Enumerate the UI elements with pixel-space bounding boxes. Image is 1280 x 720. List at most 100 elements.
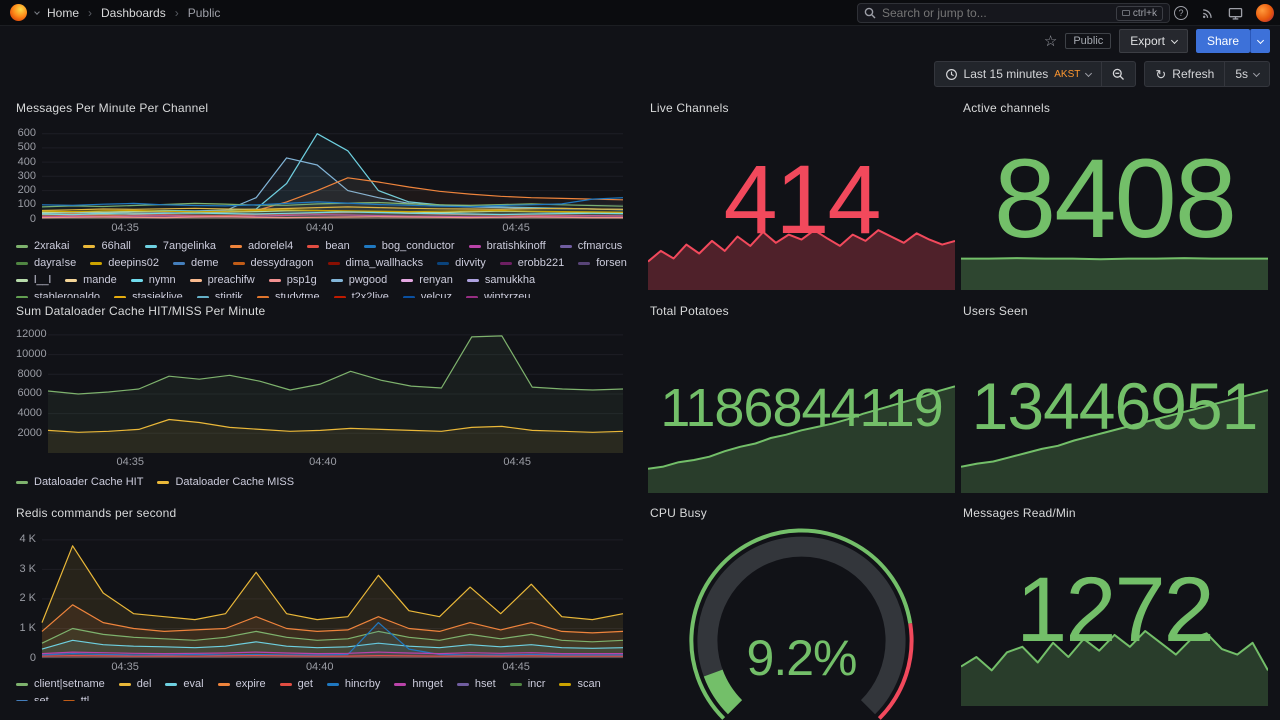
legend-item[interactable]: get bbox=[279, 678, 313, 691]
legend-item[interactable]: eval bbox=[165, 678, 204, 691]
legend-item[interactable]: stableronaldo bbox=[16, 291, 100, 298]
export-button[interactable]: Export bbox=[1119, 29, 1188, 53]
legend-item[interactable]: divvity bbox=[437, 257, 486, 270]
panel-title[interactable]: Active channels bbox=[963, 101, 1051, 115]
legend-item[interactable]: erobb221 bbox=[499, 257, 564, 270]
legend-item[interactable]: nymn bbox=[130, 274, 176, 287]
panel-messages-per-minute: Messages Per Minute Per Channel 0 100 200 3… bbox=[0, 96, 640, 298]
legend-item[interactable]: incr bbox=[509, 678, 545, 691]
legend-item[interactable]: l__l bbox=[16, 274, 51, 287]
panel-title[interactable]: Messages Per Minute Per Channel bbox=[16, 101, 209, 115]
legend-item[interactable]: Dataloader Cache MISS bbox=[157, 476, 294, 489]
legend-item[interactable]: samukkha bbox=[466, 274, 535, 287]
legend-item[interactable]: bog_conductor bbox=[363, 240, 455, 253]
legend-item[interactable]: 7angelinka bbox=[144, 240, 216, 253]
time-range-picker[interactable]: Last 15 minutes AKST bbox=[935, 62, 1102, 86]
legend-item[interactable]: forsen bbox=[578, 257, 627, 270]
legend-item[interactable]: hmget bbox=[394, 678, 443, 691]
legend-item[interactable]: 2xrakai bbox=[16, 240, 69, 253]
legend-item[interactable]: psp1g bbox=[268, 274, 317, 287]
legend-label: Dataloader Cache MISS bbox=[175, 476, 295, 488]
legend-item[interactable]: deme bbox=[172, 257, 219, 270]
star-icon[interactable]: ☆ bbox=[1043, 32, 1058, 50]
legend-item[interactable]: 66hall bbox=[83, 240, 131, 253]
news-button[interactable] bbox=[1201, 6, 1215, 20]
refresh-interval-dropdown[interactable]: 5s bbox=[1224, 62, 1269, 86]
x-axis-tick: 04:40 bbox=[305, 661, 334, 673]
legend-item[interactable]: client|setname bbox=[16, 678, 105, 691]
panel-title[interactable]: CPU Busy bbox=[650, 506, 707, 520]
refresh-button[interactable]: ↻ Refresh bbox=[1145, 62, 1224, 86]
legend-swatch bbox=[333, 296, 346, 298]
panel-title[interactable]: Messages Read/Min bbox=[963, 506, 1076, 520]
legend-item[interactable]: stasieklive bbox=[114, 291, 183, 298]
legend-item[interactable]: hincrby bbox=[326, 678, 380, 691]
legend-swatch bbox=[130, 279, 143, 282]
legend-swatch bbox=[466, 296, 479, 298]
legend-swatch bbox=[196, 296, 209, 298]
breadcrumb-home[interactable]: Home bbox=[47, 5, 80, 20]
user-avatar[interactable] bbox=[1256, 4, 1274, 22]
legend-swatch bbox=[232, 262, 245, 265]
help-button[interactable]: ? bbox=[1174, 6, 1188, 20]
panel-dataloader-cache: Sum Dataloader Cache HIT/MISS Per Minute… bbox=[0, 299, 640, 499]
legend-item[interactable]: dessydragon bbox=[232, 257, 314, 270]
legend-label: hmget bbox=[412, 678, 443, 690]
legend-item[interactable]: stintik bbox=[196, 291, 243, 298]
zoom-out-button[interactable] bbox=[1101, 62, 1135, 86]
live-channels-value: 414 bbox=[723, 145, 882, 254]
breadcrumb-dashboards[interactable]: Dashboards bbox=[101, 5, 166, 20]
legend-item[interactable]: velcuz bbox=[402, 291, 452, 298]
legend-item[interactable]: mande bbox=[65, 274, 117, 287]
legend-swatch bbox=[118, 683, 131, 686]
panel-title[interactable]: Redis commands per second bbox=[16, 506, 177, 520]
legend-item[interactable]: cfmarcus bbox=[559, 240, 622, 253]
legend-item[interactable]: Dataloader Cache HIT bbox=[16, 476, 143, 489]
panel-title[interactable]: Sum Dataloader Cache HIT/MISS Per Minute bbox=[16, 304, 266, 318]
legend-item[interactable]: expire bbox=[217, 678, 266, 691]
share-button[interactable]: Share bbox=[1195, 29, 1250, 53]
legend-item[interactable]: dayra!se bbox=[16, 257, 76, 270]
legend-item[interactable]: hset bbox=[456, 678, 496, 691]
legend-item[interactable]: scan bbox=[559, 678, 601, 691]
legend-swatch bbox=[16, 279, 28, 282]
y-axis-tick: 1 K bbox=[19, 621, 36, 634]
legend-item[interactable]: bean bbox=[307, 240, 350, 253]
legend-item[interactable]: pwgood bbox=[330, 274, 387, 287]
legend-swatch bbox=[65, 279, 78, 282]
panel-title[interactable]: Live Channels bbox=[650, 101, 729, 115]
messages-legend: 2xrakai 66hall 7angelinka adorelel4 bean bog_… bbox=[16, 240, 632, 298]
panel-title[interactable]: Users Seen bbox=[963, 304, 1028, 318]
x-axis-tick: 04:45 bbox=[502, 661, 530, 673]
active-channels-value: 8408 bbox=[993, 136, 1237, 261]
display-button[interactable] bbox=[1228, 6, 1243, 21]
grafana-logo[interactable] bbox=[10, 4, 27, 21]
legend-swatch bbox=[172, 262, 185, 265]
legend-item[interactable]: ttl bbox=[62, 695, 89, 701]
search-field[interactable] bbox=[882, 6, 1110, 20]
legend-item[interactable]: renyan bbox=[401, 274, 453, 287]
top-nav: Home › Dashboards › Public ctrl+k ? bbox=[0, 0, 1280, 26]
y-axis-tick: 6000 bbox=[17, 387, 42, 400]
share-menu-button[interactable] bbox=[1250, 29, 1270, 53]
panel-title[interactable]: Total Potatoes bbox=[650, 304, 729, 318]
search-input[interactable]: ctrl+k bbox=[857, 3, 1170, 23]
legend-item[interactable]: wintxrzeu bbox=[466, 291, 531, 298]
panel-users-seen: Users Seen 13446951 bbox=[961, 299, 1268, 494]
legend-label: bean bbox=[325, 240, 350, 252]
redis-chart: 0 1 K 2 K 3 K 4 K 04:35 04:40 04:45 bbox=[16, 529, 625, 676]
legend-item[interactable]: dima_wallhacks bbox=[327, 257, 423, 270]
legend-item[interactable]: t2x2live bbox=[333, 291, 389, 298]
legend-label: divvity bbox=[455, 257, 486, 269]
legend-item[interactable]: studytme bbox=[256, 291, 320, 298]
legend-item[interactable]: preachifw bbox=[189, 274, 255, 287]
shortcut-badge: ctrl+k bbox=[1115, 5, 1163, 21]
panel-messages-read: Messages Read/Min 1272 bbox=[961, 501, 1268, 720]
legend-item[interactable]: bratishkinoff bbox=[468, 240, 546, 253]
legend-item[interactable]: set bbox=[16, 695, 49, 701]
interval-label: 5s bbox=[1235, 67, 1248, 81]
chevron-down-icon[interactable] bbox=[34, 8, 40, 15]
legend-item[interactable]: adorelel4 bbox=[230, 240, 293, 253]
legend-item[interactable]: del bbox=[118, 678, 151, 691]
legend-item[interactable]: deepins02 bbox=[90, 257, 159, 270]
